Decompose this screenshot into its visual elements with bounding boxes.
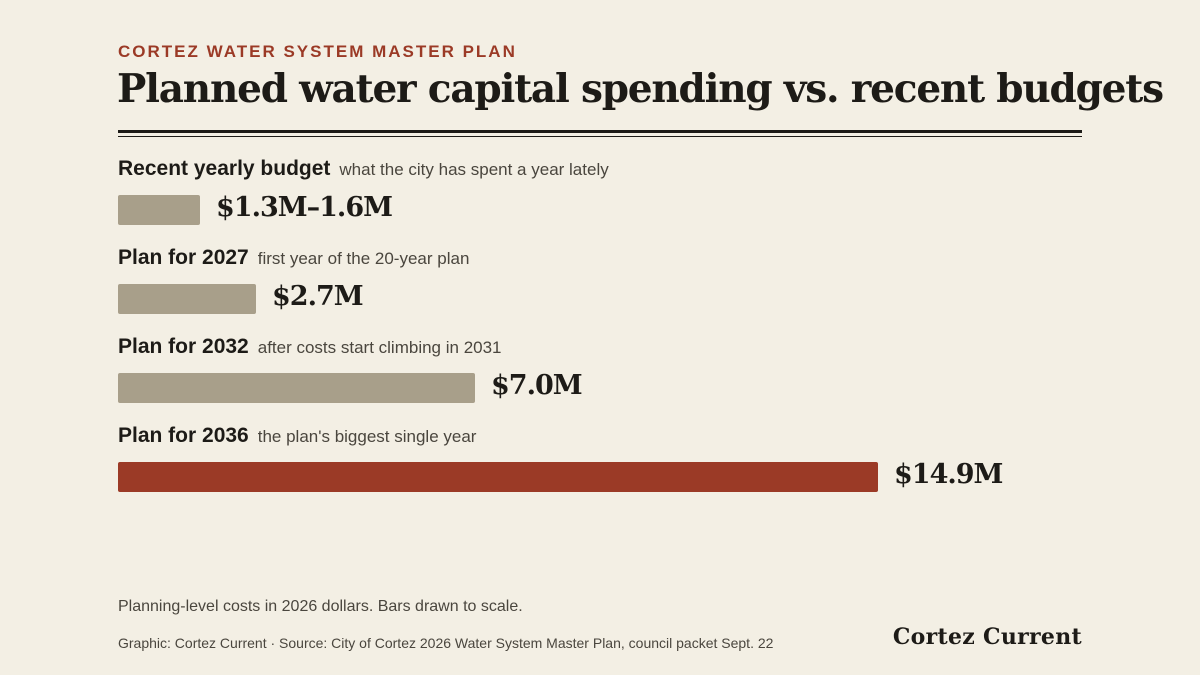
row-label: Plan for 2032	[118, 335, 249, 358]
source-line: Graphic: Cortez Current · Source: City o…	[118, 635, 774, 651]
bar	[118, 195, 200, 225]
bar	[118, 373, 475, 403]
row-subtitle: first year of the 20-year plan	[257, 249, 470, 268]
row-subtitle: the plan's biggest single year	[257, 427, 477, 446]
row-label: Plan for 2036	[118, 424, 249, 447]
value-label: $14.9M	[894, 459, 1003, 490]
row-header: Recent yearly budget what the city has sp…	[118, 157, 609, 181]
row-header: Plan for 2032 after costs start climbing …	[118, 335, 502, 359]
row-label: Recent yearly budget	[118, 157, 331, 180]
row-label: Plan for 2027	[118, 246, 249, 269]
brand-logo: Cortez Current	[892, 624, 1082, 650]
row-subtitle: after costs start climbing in 2031	[257, 338, 502, 357]
title-rule-thick	[118, 130, 1082, 133]
row-header: Plan for 2027 first year of the 20-year p…	[118, 246, 469, 270]
value-label: $2.7M	[272, 281, 364, 312]
row-subtitle: what the city has spent a year lately	[339, 160, 609, 179]
chart-title: Planned water capital spending vs. recen…	[117, 66, 1164, 112]
footnote: Planning-level costs in 2026 dollars. Ba…	[118, 598, 523, 615]
title-rule-thin	[118, 136, 1082, 137]
kicker: CORTEZ WATER SYSTEM MASTER PLAN	[118, 42, 517, 61]
value-label: $7.0M	[491, 370, 583, 401]
row-header: Plan for 2036 the plan's biggest single y…	[118, 424, 476, 448]
bar	[118, 284, 256, 314]
value-label: $1.3M–1.6M	[216, 192, 393, 223]
bar-highlight	[118, 462, 878, 492]
